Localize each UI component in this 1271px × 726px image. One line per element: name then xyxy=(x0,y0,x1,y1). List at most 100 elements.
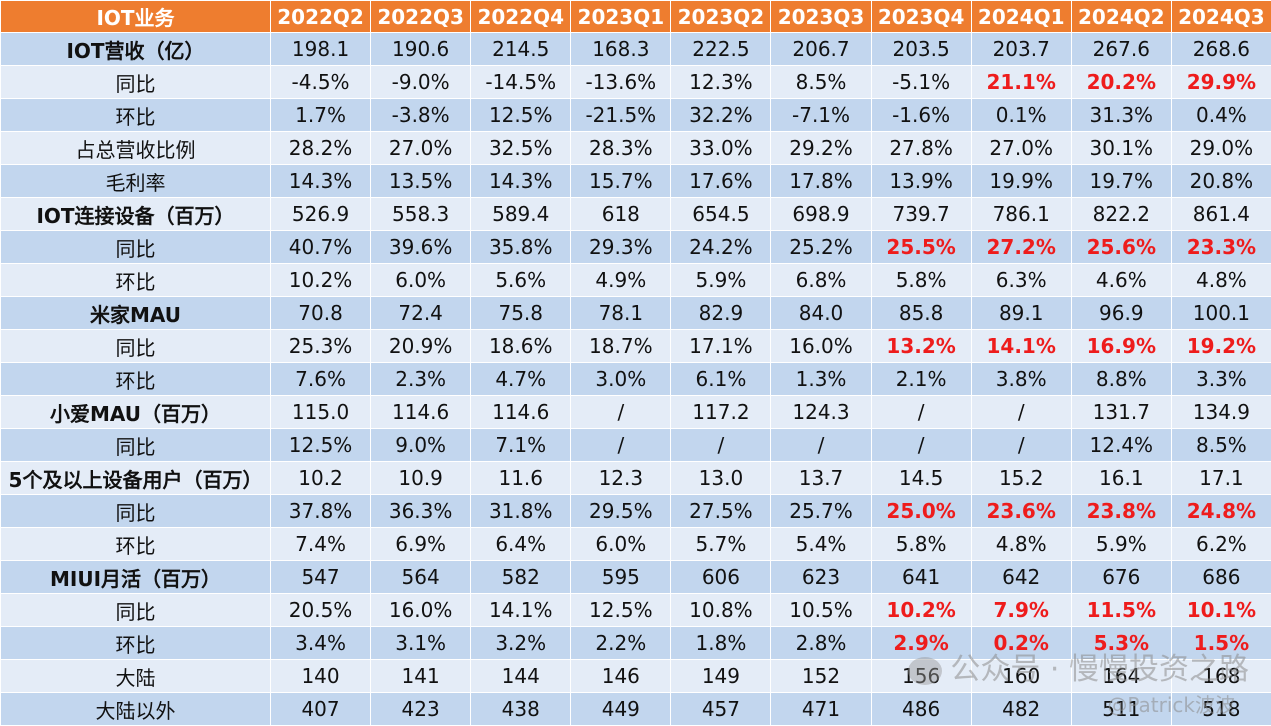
table-cell: 164 xyxy=(1070,659,1172,693)
table-cell: 13.7 xyxy=(770,461,872,495)
header-period: 2024Q1 xyxy=(970,0,1072,33)
table-cell: 31.8% xyxy=(470,494,572,528)
table-cell: 267.6 xyxy=(1070,32,1172,66)
row-label: IOT营收（亿） xyxy=(0,32,271,66)
table-cell: 6.4% xyxy=(470,527,572,561)
table-cell: 2.3% xyxy=(370,362,472,396)
row-label: 同比 xyxy=(0,428,271,462)
table-cell: 595 xyxy=(570,560,672,594)
table-cell: 29.9% xyxy=(1170,65,1271,99)
table-cell: 8.5% xyxy=(770,65,872,99)
table-cell: 7.1% xyxy=(470,428,572,462)
table-cell: 24.2% xyxy=(670,230,772,264)
table-cell: 17.8% xyxy=(770,164,872,198)
header-period: 2024Q3 xyxy=(1170,0,1271,33)
table-cell: 10.2% xyxy=(870,593,972,627)
table-cell: 25.2% xyxy=(770,230,872,264)
table-cell: 15.7% xyxy=(570,164,672,198)
table-cell: 114.6 xyxy=(470,395,572,429)
table-cell: 3.8% xyxy=(970,362,1072,396)
table-row: 环比 10.2% 6.0% 5.6% 4.9% 5.9% 6.8% 5.8% 6.3% 4.6% 4… xyxy=(0,263,1271,297)
table-cell: 7.4% xyxy=(269,527,372,561)
table-cell: 30.1% xyxy=(1070,131,1172,165)
table-cell: 4.8% xyxy=(1170,263,1271,297)
table-cell: 5.8% xyxy=(870,263,972,297)
table-cell: / xyxy=(870,395,972,429)
table-cell: 33.0% xyxy=(670,131,772,165)
row-label: 同比 xyxy=(0,329,271,363)
table-cell: 29.2% xyxy=(770,131,872,165)
table-cell: 0.1% xyxy=(970,98,1072,132)
table-cell: 78.1 xyxy=(570,296,672,330)
table-cell: 3.2% xyxy=(470,626,572,660)
table-cell: 8.5% xyxy=(1170,428,1271,462)
table-cell: 131.7 xyxy=(1070,395,1172,429)
table-cell: 72.4 xyxy=(370,296,472,330)
table-cell: 25.3% xyxy=(269,329,372,363)
table-row: 同比 25.3% 20.9% 18.6% 18.7% 17.1% 16.0% 13.2% 14.… xyxy=(0,329,1271,363)
table-cell: 32.2% xyxy=(670,98,772,132)
table-row: 小爱MAU（百万） 115.0 114.6 114.6/117.2 124.3//131… xyxy=(0,395,1271,429)
table-cell: 16.0% xyxy=(370,593,472,627)
table-cell: 114.6 xyxy=(370,395,472,429)
table-cell: 17.6% xyxy=(670,164,772,198)
table-cell: 13.0 xyxy=(670,461,772,495)
table-cell: 29.5% xyxy=(570,494,672,528)
table-cell: 21.1% xyxy=(970,65,1072,99)
table-row: 毛利率 14.3% 13.5% 14.3% 15.7% 17.6% 17.8% 13.9% 19… xyxy=(0,164,1271,198)
header-label: IOT业务 xyxy=(0,0,271,33)
table-cell: 6.8% xyxy=(770,263,872,297)
table-row: 大陆 140 141 144 146 149 152 156 160 164 168 xyxy=(0,659,1271,693)
table-cell: 198.1 xyxy=(269,32,372,66)
table-row: 大陆以外 407 423 438 449 457 471 486 482 511 518 xyxy=(0,692,1271,726)
table-cell: / xyxy=(970,428,1072,462)
table-cell: 5.8% xyxy=(870,527,972,561)
table-row: 同比 -4.5% -9.0% -14.5% -13.6% 12.3% 8.5% -5.1% 21… xyxy=(0,65,1271,99)
table-cell: 25.7% xyxy=(770,494,872,528)
table-cell: 482 xyxy=(970,692,1072,726)
table-row: 同比 12.5% 9.0% 7.1% / / / //12.4% 8.5% xyxy=(0,428,1271,462)
table-row: MIUI月活（百万） 547 564 582 595 606 623 641 642 676 686 xyxy=(0,560,1271,594)
table-cell: 20.5% xyxy=(269,593,372,627)
table-cell: 29.3% xyxy=(570,230,672,264)
table-cell: 32.5% xyxy=(470,131,572,165)
table-cell: 203.7 xyxy=(970,32,1072,66)
table-cell: 822.2 xyxy=(1070,197,1172,231)
table-cell: -13.6% xyxy=(570,65,672,99)
table-cell: 36.3% xyxy=(370,494,472,528)
table-row: 同比 40.7% 39.6% 35.8% 29.3% 24.2% 25.2% 25.5% 27.… xyxy=(0,230,1271,264)
table-cell: 3.1% xyxy=(370,626,472,660)
table-row: 环比 3.4% 3.1% 3.2% 2.2% 1.8% 2.8% 2.9% 0.2% 5.3% 1.… xyxy=(0,626,1271,660)
table-cell: 84.0 xyxy=(770,296,872,330)
table-cell: 5.6% xyxy=(470,263,572,297)
row-label: 环比 xyxy=(0,98,271,132)
row-label: 同比 xyxy=(0,593,271,627)
table-cell: 9.0% xyxy=(370,428,472,462)
table-cell: 10.9 xyxy=(370,461,472,495)
table-cell: 12.5% xyxy=(470,98,572,132)
table-cell: 457 xyxy=(670,692,772,726)
table-cell: 29.0% xyxy=(1170,131,1271,165)
table-cell: 1.3% xyxy=(770,362,872,396)
row-label: MIUI月活（百万） xyxy=(0,560,271,594)
table-cell: 25.0% xyxy=(870,494,972,528)
table-cell: 14.1% xyxy=(970,329,1072,363)
table-cell: 14.3% xyxy=(269,164,372,198)
table-cell: 739.7 xyxy=(870,197,972,231)
table-cell: 140 xyxy=(269,659,372,693)
table-cell: 558.3 xyxy=(370,197,472,231)
table-cell: 12.4% xyxy=(1070,428,1172,462)
table-cell: 10.1% xyxy=(1170,593,1271,627)
table-row: 环比 1.7% -3.8% 12.5% -21.5% 32.2% -7.1% -1.6% 0.1… xyxy=(0,98,1271,132)
table-cell: 35.8% xyxy=(470,230,572,264)
table-cell: 18.7% xyxy=(570,329,672,363)
table-row: 米家MAU 70.8 72.4 75.8 78.1 82.9 84.0 85.8 89.1 96.… xyxy=(0,296,1271,330)
table-cell: 117.2 xyxy=(670,395,772,429)
table-cell: 4.9% xyxy=(570,263,672,297)
table-cell: 27.2% xyxy=(970,230,1072,264)
table-cell: 2.2% xyxy=(570,626,672,660)
table-body: IOT营收（亿） 198.1 190.6 214.5 168.3 222.5 206.7 20… xyxy=(0,32,1271,726)
table-cell: 144 xyxy=(470,659,572,693)
table-cell: 124.3 xyxy=(770,395,872,429)
table-cell: 4.8% xyxy=(970,527,1072,561)
